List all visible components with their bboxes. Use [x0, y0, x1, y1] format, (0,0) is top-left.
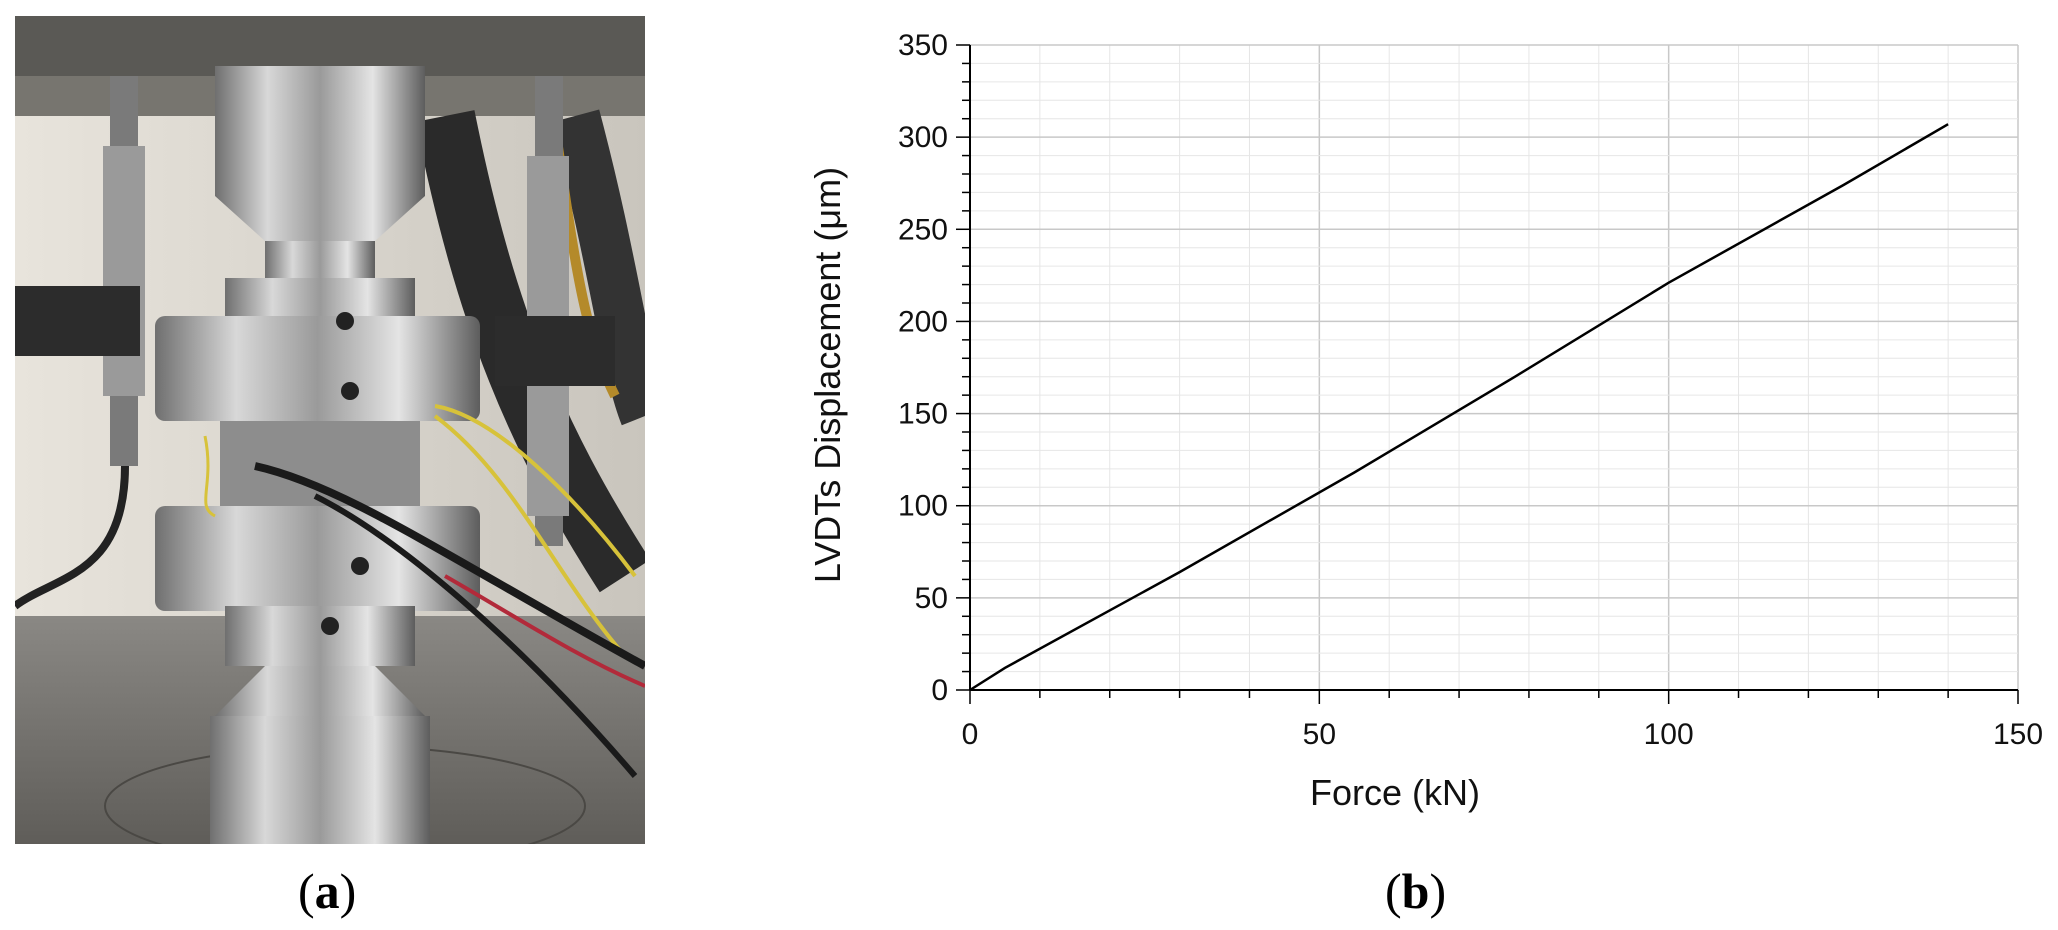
x-tick-label: 0 — [962, 718, 979, 751]
y-tick-label: 250 — [898, 213, 948, 246]
panel-label-a: (a) — [298, 863, 357, 919]
y-tick-label: 150 — [898, 398, 948, 431]
y-tick-label: 200 — [898, 305, 948, 338]
y-tick-label: 50 — [915, 582, 948, 615]
y-tick-label: 100 — [898, 490, 948, 523]
axes — [969, 45, 2018, 691]
y-tick-label: 350 — [898, 29, 948, 62]
test-setup-photo — [15, 16, 645, 844]
compression-test-rig-image — [15, 16, 645, 844]
series — [969, 123, 1949, 692]
x-axis-label: Force (kN) — [1310, 772, 1480, 813]
x-tick-label: 150 — [1993, 718, 2043, 751]
y-axis-label: LVDTs Displacement (μm) — [807, 167, 848, 583]
y-tick-label: 0 — [931, 674, 948, 707]
panel-label-b: (b) — [1385, 863, 1447, 919]
chart-svg: 0 50 100 150 0 50 100 150 200 250 300 350 Force (kN… — [807, 29, 2043, 813]
y-tick-label: 300 — [898, 121, 948, 154]
x-tick-label: 100 — [1644, 718, 1694, 751]
grid — [969, 44, 2019, 691]
series-line — [969, 123, 1949, 692]
ticks: 0 50 100 150 0 50 100 150 200 250 300 350 — [898, 29, 2043, 751]
displacement-force-chart: 0 50 100 150 0 50 100 150 200 250 300 350 Force (kN… — [760, 0, 2058, 860]
x-tick-label: 50 — [1303, 718, 1336, 751]
